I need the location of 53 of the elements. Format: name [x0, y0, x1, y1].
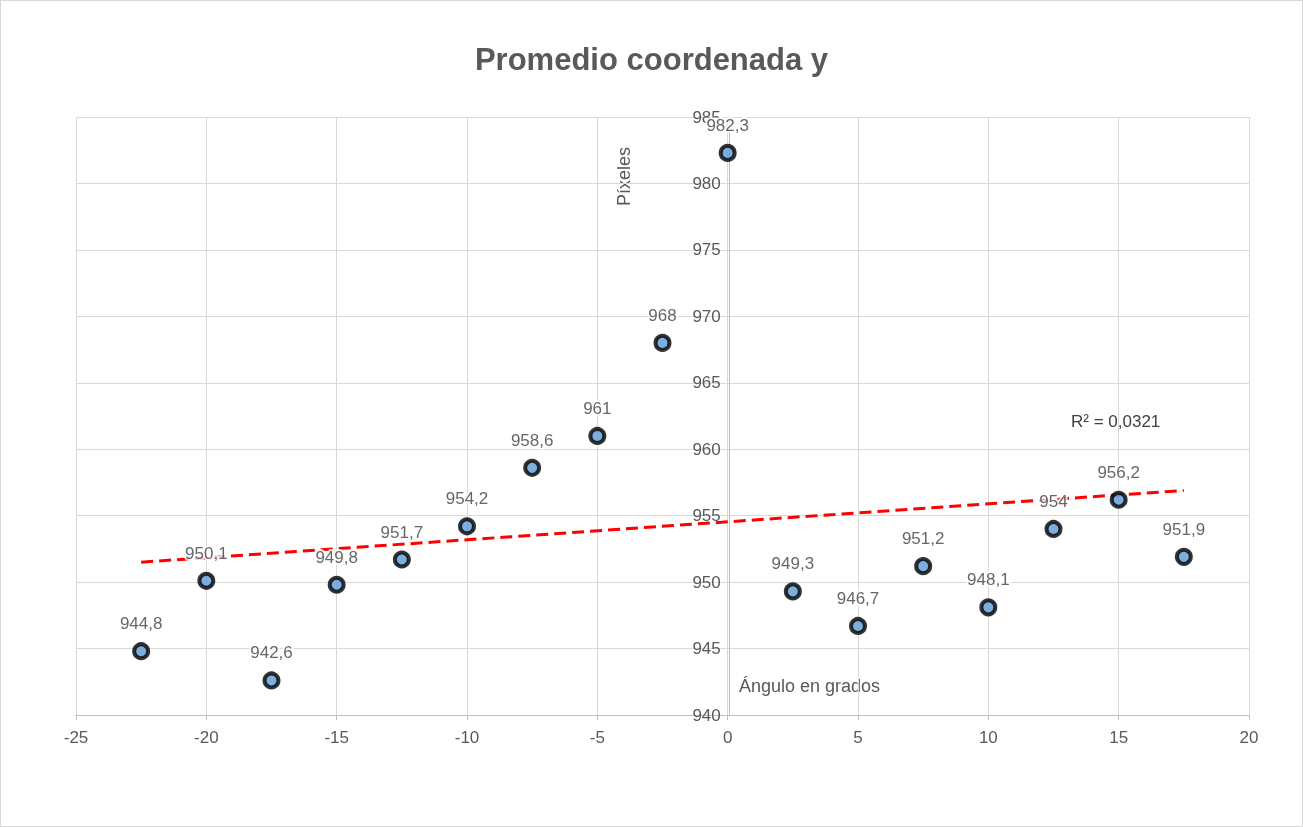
point [653, 333, 672, 352]
data-label: 949,3 [771, 554, 815, 574]
data-label: 948,1 [967, 570, 1010, 590]
y-tick-label: 945 [692, 639, 721, 659]
point [718, 143, 737, 162]
point [588, 426, 607, 445]
y-tick-label: 960 [692, 439, 721, 459]
x-tick-label: 5 [853, 728, 863, 747]
data-label: 951,7 [380, 522, 424, 542]
data-label: 951,2 [901, 529, 945, 549]
point [132, 642, 151, 661]
point [262, 671, 281, 690]
data-label: 942,6 [250, 643, 293, 663]
chart-title: Promedio coordenada y [474, 42, 829, 77]
y-tick-label: 980 [692, 173, 721, 193]
data-label: 961 [583, 398, 612, 418]
point [1109, 490, 1128, 509]
data-label: 944,8 [119, 614, 163, 634]
y-tick-label: 950 [692, 572, 721, 592]
point [979, 598, 998, 617]
x-tick-label: -10 [454, 728, 480, 747]
point [458, 517, 476, 536]
annotation: R² = 0,0321 [1071, 412, 1161, 431]
point [849, 616, 867, 635]
point [783, 582, 802, 601]
data-label: 951,9 [1162, 519, 1206, 539]
data-label: 954,2 [445, 489, 489, 509]
point [197, 571, 216, 590]
x-tick-label: -15 [324, 728, 349, 747]
y-tick-label: 970 [692, 306, 721, 326]
point [1174, 547, 1193, 566]
x-tick-label: 15 [1109, 728, 1129, 747]
data-label: 949,8 [315, 547, 358, 567]
point [392, 550, 411, 569]
y-tick-label: 975 [692, 240, 721, 260]
point [914, 557, 933, 576]
data-label: 956,2 [1097, 462, 1140, 482]
data-label: 946,7 [836, 588, 880, 608]
data-label: 958,6 [510, 430, 554, 450]
data-label: 968 [648, 305, 677, 325]
y-tick-label: 955 [692, 506, 721, 526]
x-tick-label: -20 [194, 728, 219, 747]
x-tick-label: 0 [722, 728, 733, 747]
y-axis-title: Píxeles [614, 146, 634, 206]
x-tick-label: -5 [589, 728, 605, 747]
y-tick-label: 965 [692, 373, 721, 393]
point [327, 575, 346, 594]
point [523, 458, 542, 477]
y-tick-label: 940 [692, 705, 721, 725]
x-tick-label: -25 [63, 728, 89, 747]
x-tick-label: 10 [978, 728, 998, 747]
x-tick-label: 20 [1239, 728, 1259, 747]
point [1044, 519, 1063, 538]
